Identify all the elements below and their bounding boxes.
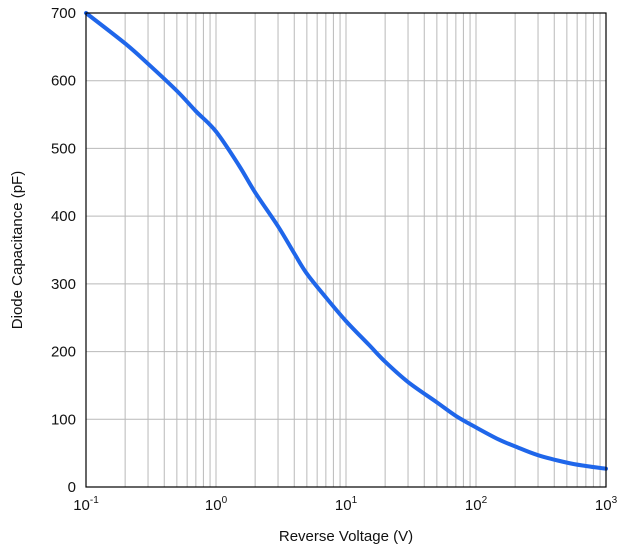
x-tick-base: 10	[335, 497, 352, 514]
x-tick-base: 10	[205, 497, 222, 514]
x-tick-label: 101	[335, 495, 358, 514]
x-tick-label: 102	[465, 495, 488, 514]
x-tick-exponent: 3	[612, 495, 618, 506]
y-tick-label: 200	[51, 344, 76, 361]
y-tick-label: 400	[51, 208, 76, 225]
x-tick-exponent: 0	[222, 495, 228, 506]
y-tick-label: 100	[51, 411, 76, 428]
x-tick-base: 10	[465, 497, 482, 514]
plot-frame	[85, 12, 607, 488]
x-tick-base: 10	[73, 497, 90, 514]
y-tick-label: 0	[68, 479, 76, 496]
grid	[85, 12, 606, 488]
y-axis-title: Diode Capacitance (pF)	[9, 171, 26, 329]
x-tick-label: 103	[595, 495, 618, 514]
y-tick-label: 700	[51, 5, 76, 22]
y-tick-label: 600	[51, 73, 76, 90]
x-tick-exponent: -1	[90, 495, 99, 506]
x-tick-base: 10	[595, 497, 612, 514]
series-line-capacitance	[84, 11, 608, 471]
y-axis-ticks: 0 100 200 300 400 500 600 700	[51, 5, 76, 496]
x-tick-label: 10-1	[73, 495, 99, 514]
y-tick-label: 300	[51, 276, 76, 293]
x-tick-exponent: 1	[352, 495, 358, 506]
x-axis-title: Reverse Voltage (V)	[279, 528, 413, 545]
x-tick-label: 100	[205, 495, 228, 514]
x-tick-exponent: 2	[482, 495, 488, 506]
x-axis-ticks: 10-1 100 101 102 103	[73, 495, 617, 514]
y-tick-label: 500	[51, 140, 76, 157]
